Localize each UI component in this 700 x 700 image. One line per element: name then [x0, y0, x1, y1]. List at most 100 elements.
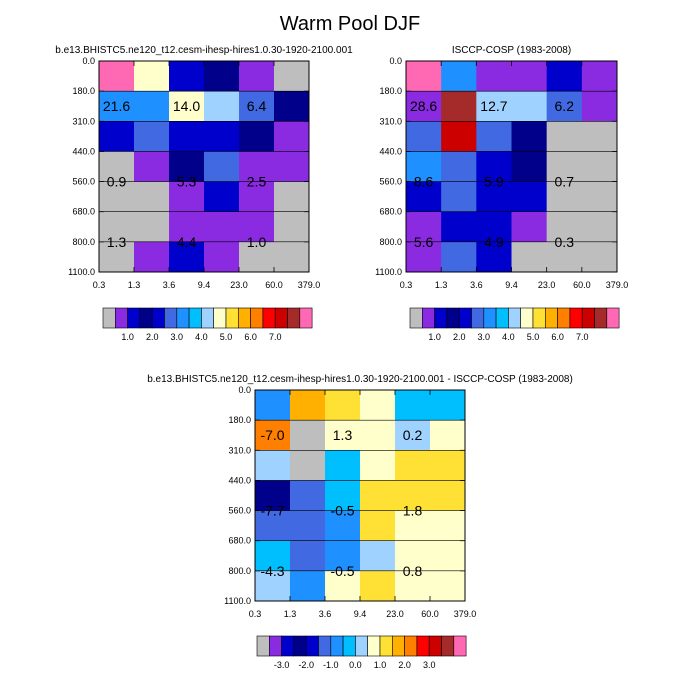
y-tick-label: 310.0	[379, 116, 402, 126]
heatmap-cell	[546, 241, 583, 273]
colorbar-label: 4.0	[195, 332, 208, 342]
y-tick-label: 680.0	[72, 207, 95, 217]
y-tick-label: 180.0	[72, 86, 95, 96]
heatmap-cell	[430, 540, 466, 572]
y-tick-label: 0.0	[238, 385, 251, 395]
panel-1: b.e13.BHISTC5.ne120_t12.cesm-ihesp-hires…	[55, 45, 353, 342]
cell-annotation: 1.3	[333, 427, 353, 443]
heatmap-cell	[274, 181, 310, 213]
heatmap-cell	[290, 570, 326, 602]
x-tick-label: 379.0	[606, 280, 629, 290]
heatmap-cell	[476, 61, 512, 92]
heatmap-cell	[239, 151, 275, 183]
heatmap-cell	[395, 390, 431, 421]
heatmap-cell	[406, 241, 442, 273]
colorbar-box	[434, 307, 448, 329]
colorbar-box	[115, 307, 128, 329]
colorbar-box	[225, 307, 239, 329]
heatmap-cell	[325, 420, 361, 451]
heatmap-cell	[169, 241, 205, 273]
colorbar-box	[557, 307, 571, 329]
y-tick-label: 0.0	[389, 56, 402, 66]
heatmap-cell	[546, 121, 583, 152]
heatmap-cell	[395, 570, 431, 602]
heatmap-cell	[204, 61, 240, 92]
heatmap-cell	[239, 91, 275, 122]
colorbar-box	[287, 307, 301, 329]
heatmap-cell	[99, 181, 135, 213]
colorbar-box	[238, 307, 251, 329]
x-tick-label: 23.0	[386, 609, 404, 619]
heatmap-cell	[274, 211, 310, 243]
heatmap-cell	[169, 151, 205, 183]
heatmap-cell	[395, 540, 431, 572]
heatmap-cell	[274, 121, 310, 152]
x-tick-label: 23.0	[538, 280, 556, 290]
heatmap-cell	[430, 450, 466, 481]
cell-annotation: -7.0	[260, 427, 284, 443]
heatmap-cell	[325, 450, 361, 481]
heatmap-cell	[546, 91, 583, 122]
heatmap-cell	[441, 211, 477, 243]
heatmap-cell	[581, 61, 618, 92]
colorbar-box	[305, 635, 319, 657]
cell-annotation: 6.4	[247, 98, 267, 114]
x-tick-label: 379.0	[454, 609, 477, 619]
y-tick-label: 440.0	[72, 146, 95, 156]
colorbar-box	[508, 307, 521, 329]
colorbar: 1.0 2.0 3.0 4.0 5.0 6.0 7.0	[409, 307, 620, 342]
colorbar-label: 6.0	[244, 332, 257, 342]
cell-annotation: 5.3	[177, 174, 197, 190]
colorbar-box	[409, 307, 423, 329]
colorbar-box	[544, 307, 558, 329]
heatmap-cell	[406, 121, 442, 152]
cell-annotation: 0.9	[107, 174, 127, 190]
heatmap-cell	[134, 121, 170, 152]
heatmap-cell	[406, 211, 442, 243]
heatmap-cell	[239, 241, 275, 273]
colorbar-box	[281, 635, 295, 657]
colorbar-label: 6.0	[551, 332, 564, 342]
x-tick-label: 60.0	[573, 280, 591, 290]
heatmap-cell	[134, 61, 170, 92]
heatmap-cell	[99, 241, 135, 273]
heatmap-cell	[406, 91, 442, 122]
heatmap-cell	[169, 91, 205, 122]
cell-annotation: 0.3	[555, 234, 575, 250]
heatmap-cell	[476, 91, 512, 122]
colorbar-box	[520, 307, 534, 329]
heatmap-cell	[204, 211, 240, 243]
colorbar-box	[268, 635, 282, 657]
heatmap-cell	[581, 241, 618, 273]
heatmap-cell	[395, 450, 431, 481]
heatmap-cell	[255, 570, 291, 602]
x-tick-label: 9.4	[505, 280, 518, 290]
y-tick-label: 800.0	[228, 566, 251, 576]
heatmap-cell	[511, 91, 548, 122]
y-tick-label: 310.0	[228, 445, 251, 455]
colorbar-box	[256, 635, 270, 657]
heatmap-cell	[290, 420, 326, 451]
heatmap-cell	[476, 241, 512, 273]
colorbar-label: -3.0	[274, 660, 290, 670]
y-tick-label: 440.0	[228, 475, 251, 485]
colorbar-box	[453, 635, 467, 657]
colorbar-box	[355, 635, 368, 657]
x-tick-label: 1.3	[128, 280, 141, 290]
colorbar: 1.0 2.0 3.0 4.0 5.0 6.0 7.0	[102, 307, 313, 342]
heatmap-cell	[511, 211, 548, 243]
colorbar-box	[404, 635, 418, 657]
colorbar-label: 1.0	[374, 660, 387, 670]
heatmap-cell	[255, 450, 291, 481]
heatmap-cell	[441, 91, 477, 122]
cell-annotation: 5.6	[414, 234, 434, 250]
x-tick-label: 23.0	[230, 280, 248, 290]
colorbar-label: 2.0	[398, 660, 411, 670]
heatmap-cell	[204, 241, 240, 273]
heatmap-cell	[255, 540, 291, 572]
heatmap-cell	[406, 151, 442, 183]
heatmap-cell	[511, 151, 548, 183]
x-tick-label: 9.4	[354, 609, 367, 619]
cell-annotation: 8.6	[414, 174, 434, 190]
colorbar-box	[416, 635, 430, 657]
